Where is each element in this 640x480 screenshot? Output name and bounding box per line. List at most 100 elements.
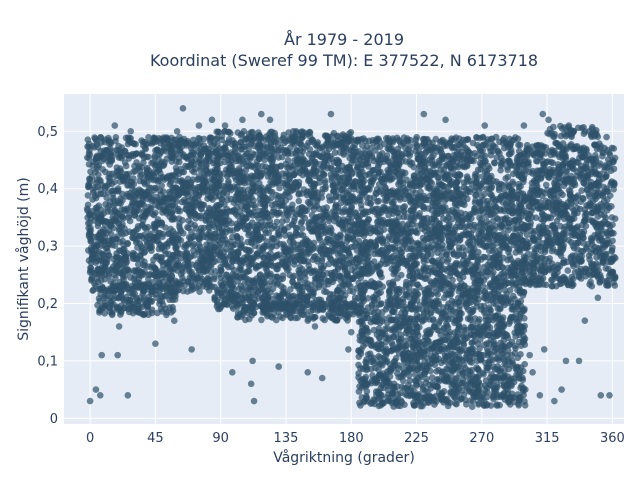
scatter-point bbox=[299, 266, 306, 273]
scatter-point bbox=[131, 290, 139, 298]
scatter-point bbox=[407, 225, 415, 232]
scatter-point bbox=[497, 162, 505, 169]
scatter-point bbox=[101, 310, 108, 317]
scatter-point bbox=[224, 281, 231, 289]
scatter-point bbox=[88, 250, 96, 258]
scatter-point bbox=[458, 156, 466, 163]
scatter-point bbox=[356, 193, 364, 201]
scatter-point bbox=[205, 204, 213, 212]
scatter-point bbox=[207, 194, 214, 201]
scatter-point bbox=[326, 197, 334, 204]
scatter-point bbox=[459, 194, 467, 201]
scatter-point bbox=[258, 235, 265, 242]
scatter-point bbox=[102, 168, 109, 176]
scatter-point bbox=[279, 275, 287, 283]
scatter-point bbox=[142, 144, 149, 152]
scatter-point bbox=[269, 285, 277, 293]
scatter-point bbox=[344, 198, 351, 205]
scatter-point bbox=[153, 272, 161, 280]
scatter-point bbox=[367, 200, 374, 207]
scatter-point bbox=[347, 275, 355, 283]
scatter-point bbox=[362, 147, 369, 154]
scatter-point bbox=[365, 253, 372, 261]
scatter-point bbox=[323, 270, 331, 277]
scatter-point bbox=[379, 206, 387, 214]
scatter-point bbox=[129, 249, 137, 257]
scatter-point bbox=[289, 205, 296, 213]
scatter-point bbox=[240, 307, 247, 315]
scatter-point bbox=[173, 167, 181, 175]
scatter-point bbox=[168, 147, 175, 155]
scatter-point bbox=[455, 216, 463, 224]
scatter-point bbox=[262, 273, 270, 281]
scatter-point bbox=[213, 150, 220, 157]
scatter-point bbox=[204, 150, 212, 157]
scatter-point bbox=[271, 133, 279, 140]
scatter-point bbox=[445, 256, 452, 263]
scatter-point bbox=[110, 202, 117, 210]
scatter-point bbox=[396, 176, 404, 183]
scatter-point bbox=[326, 228, 333, 235]
scatter-point bbox=[260, 242, 268, 250]
scatter-point bbox=[166, 266, 174, 273]
scatter-point bbox=[258, 316, 265, 324]
scatter-point bbox=[159, 233, 166, 240]
scatter-point bbox=[132, 150, 140, 158]
scatter-point bbox=[204, 279, 212, 286]
scatter-point bbox=[315, 296, 323, 304]
scatter-point bbox=[261, 156, 268, 164]
scatter-point bbox=[148, 247, 155, 254]
scatter-point bbox=[310, 288, 317, 295]
scatter-point bbox=[401, 195, 409, 203]
scatter-point bbox=[509, 180, 517, 188]
scatter-point bbox=[138, 151, 146, 159]
scatter-point bbox=[107, 278, 114, 285]
scatter-point bbox=[466, 188, 474, 196]
scatter-point bbox=[367, 182, 375, 189]
scatter-point bbox=[304, 280, 311, 287]
scatter-point bbox=[392, 237, 399, 245]
scatter-point bbox=[457, 236, 464, 243]
scatter-point bbox=[85, 224, 92, 232]
scatter-point bbox=[113, 250, 120, 257]
scatter-point bbox=[484, 162, 492, 170]
scatter-point bbox=[309, 268, 317, 275]
scatter-point bbox=[171, 203, 179, 210]
scatter-point bbox=[449, 144, 456, 152]
scatter-point bbox=[105, 174, 112, 181]
scatter-point bbox=[97, 134, 104, 141]
scatter-point bbox=[175, 279, 183, 286]
scatter-point bbox=[282, 197, 290, 204]
scatter-point bbox=[381, 155, 389, 163]
scatter-point bbox=[244, 203, 252, 210]
scatter-point bbox=[233, 232, 241, 240]
scatter-point bbox=[94, 219, 102, 227]
scatter-point bbox=[210, 140, 218, 148]
scatter-point bbox=[515, 141, 522, 149]
scatter-point bbox=[161, 247, 168, 254]
scatter-point bbox=[321, 316, 328, 324]
scatter-point bbox=[242, 316, 249, 324]
scatter-point bbox=[332, 141, 339, 149]
scatter-point bbox=[231, 241, 239, 248]
scatter-point bbox=[288, 183, 296, 191]
scatter-point bbox=[339, 131, 347, 138]
scatter-point bbox=[280, 261, 288, 268]
scatter-point bbox=[238, 241, 246, 248]
scatter-point bbox=[436, 138, 444, 146]
scatter-point bbox=[287, 314, 295, 322]
scatter-point bbox=[192, 215, 200, 222]
scatter-point bbox=[419, 154, 426, 162]
scatter-point bbox=[100, 147, 108, 154]
scatter-point bbox=[150, 264, 158, 271]
scatter-point bbox=[158, 198, 165, 205]
scatter-point bbox=[436, 145, 444, 153]
scatter-point bbox=[300, 144, 308, 152]
scatter-point bbox=[239, 186, 247, 194]
scatter-point bbox=[186, 274, 194, 281]
scatter-point bbox=[107, 138, 114, 146]
scatter-point bbox=[317, 262, 325, 270]
scatter-point bbox=[158, 182, 165, 189]
scatter-point bbox=[226, 183, 234, 191]
scatter-point bbox=[280, 245, 288, 252]
